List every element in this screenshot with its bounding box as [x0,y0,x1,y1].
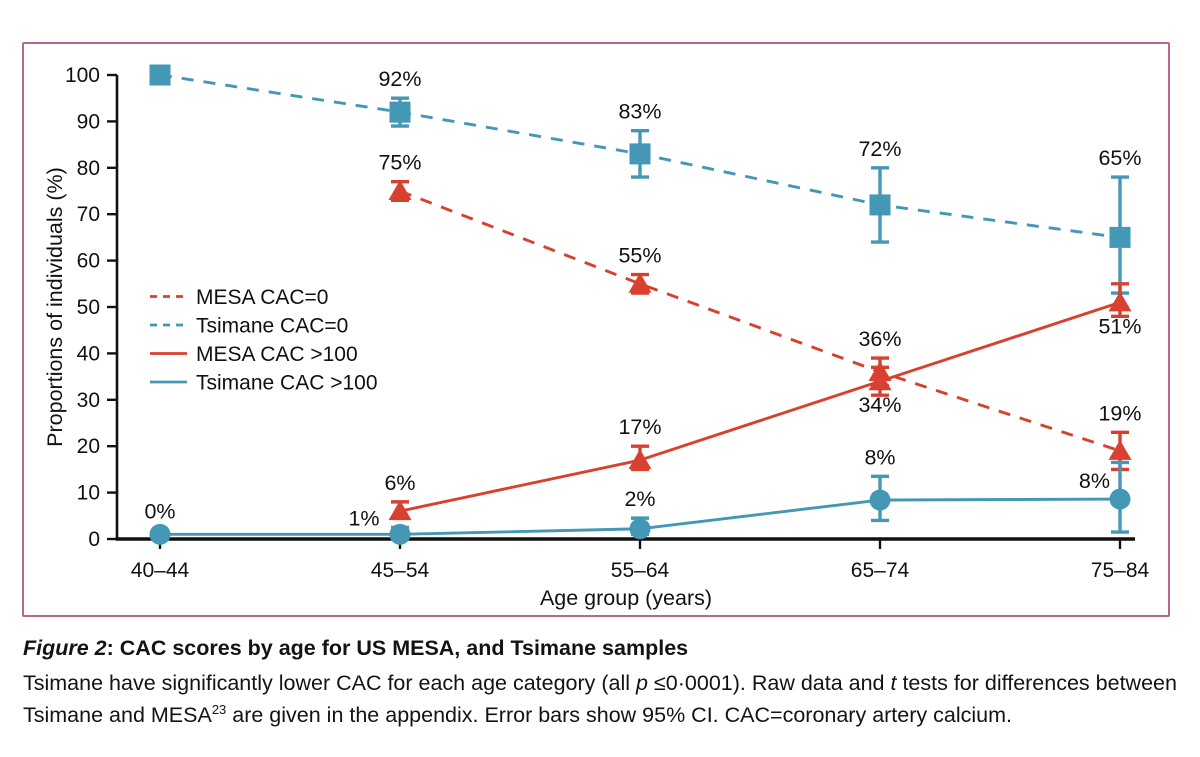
circle-marker [1109,488,1131,510]
y-tick-label: 70 [77,203,100,226]
x-tick-label: 40–44 [131,559,190,582]
y-tick-label: 10 [77,482,100,505]
figure-label: Figure 2 [23,636,107,660]
circle-marker [389,523,411,545]
y-tick-label: 100 [65,64,100,87]
series-path [399,300,1121,513]
caption-reference-superscript: 23 [211,701,227,717]
chart-legend: MESA CAC=0 Tsimane CAC=0 MESA CAC >100 Tsim… [150,286,378,395]
point-label-tsimane-cac-100: 1% [348,506,379,530]
y-tick-label: 0 [88,528,100,551]
point-label-mesa-cac-100: 6% [384,471,415,495]
circle-marker [629,518,651,540]
error-bars-mesa-cac-0 [391,180,1129,472]
error-bars-mesa-cac-100 [391,282,1129,520]
legend-label-mesa-cac-0: MESA CAC=0 [196,286,328,309]
caption-t-italic: t [890,671,897,695]
triangle-marker [1108,439,1132,460]
x-tick-label: 55–64 [611,559,670,582]
caption-text-4: are given in the appendix. Error bars sh… [226,702,1012,727]
cac-chart: 0 10 20 30 40 50 60 70 80 90 100 40–44 45–54 55–64 65–… [43,64,1150,610]
y-tick-label: 40 [77,342,100,365]
point-label-tsimane-cac-0: 72% [858,137,901,161]
y-tick-label: 30 [77,389,100,412]
y-tick-label: 20 [77,435,100,458]
point-label-tsimane-cac-100: 8% [1079,469,1110,493]
figure-caption: Figure 2: CAC scores by age for US MESA,… [23,636,1183,732]
y-tick-label: 90 [77,110,100,133]
triangle-marker [388,500,412,521]
y-tick-label: 50 [77,296,100,319]
triangle-marker [868,370,892,391]
axes: 0 10 20 30 40 50 60 70 80 90 100 40–44 45–54 55–64 65–… [43,64,1150,610]
square-marker [629,143,651,165]
markers-tsimane-cac-0 [149,64,1131,248]
markers-tsimane-cac-100 [149,488,1131,545]
point-label-tsimane-cac-0: 83% [618,100,661,124]
series-line-mesa-cac-100 [399,300,1121,513]
figure-title-text: : CAC scores by age for US MESA, and Tsi… [106,636,689,660]
caption-text-1: Tsimane have significantly lower CAC for… [23,671,637,695]
triangle-marker [388,180,412,200]
figure-caption-title: Figure 2: CAC scores by age for US MESA,… [23,636,1183,661]
x-axis-title: Age group (years) [540,586,712,610]
chart-panel: 0 10 20 30 40 50 60 70 80 90 100 40–44 45–54 55–64 65–… [22,42,1170,617]
legend-label-mesa-cac-100: MESA CAC >100 [196,343,358,366]
x-tick-label: 75–84 [1091,559,1150,582]
x-tick-label: 65–74 [851,559,910,582]
series-path [399,189,1121,453]
triangle-marker [628,449,652,470]
triangle-marker [628,272,652,293]
caption-p-italic: p [636,671,649,695]
figure-caption-body: Tsimane have significantly lower CAC for… [23,668,1183,732]
point-label-mesa-cac-100: 34% [858,393,901,417]
triangle-marker [1108,291,1132,312]
point-label-mesa-cac-0: 75% [378,151,421,175]
point-label-mesa-cac-0: 19% [1098,401,1141,425]
point-label-tsimane-cac-0: 65% [1098,146,1141,170]
y-axis-title: Proportions of individuals (%) [43,167,67,447]
point-label-mesa-cac-100: 17% [618,415,661,439]
point-label-mesa-cac-100: 51% [1098,314,1141,338]
circle-marker [149,523,171,545]
legend-label-tsimane-cac-0: Tsimane CAC=0 [196,315,348,338]
square-marker [869,194,891,216]
point-label-tsimane-cac-100: 8% [864,445,895,469]
circle-marker [869,489,891,511]
markers-mesa-cac-100 [388,291,1132,521]
y-tick-label: 80 [77,157,100,180]
point-label-mesa-cac-0: 36% [858,327,901,351]
square-marker [149,64,171,86]
x-tick-label: 45–54 [371,559,430,582]
error-bars-tsimane-cac-0 [391,96,1129,295]
caption-text-3: tests for differences between Tsimane an… [23,671,1177,727]
square-marker [389,101,411,123]
legend-label-tsimane-cac-100: Tsimane CAC >100 [196,372,378,395]
square-marker [1109,226,1131,248]
point-label-tsimane-cac-100: 0% [144,500,175,524]
series-line-mesa-cac-0 [399,189,1121,453]
y-tick-label: 60 [77,250,100,273]
point-label-tsimane-cac-100: 2% [624,487,655,511]
point-label-mesa-cac-0: 55% [618,244,661,268]
caption-text-2: ≤0·0001). Raw data and [648,671,891,695]
point-labels: 75% 55% 36% 19% 92% 83% 72% 65% 6% 17% 34% 51% 0% 1% 2… [144,67,1141,530]
point-label-tsimane-cac-0: 92% [378,67,421,91]
